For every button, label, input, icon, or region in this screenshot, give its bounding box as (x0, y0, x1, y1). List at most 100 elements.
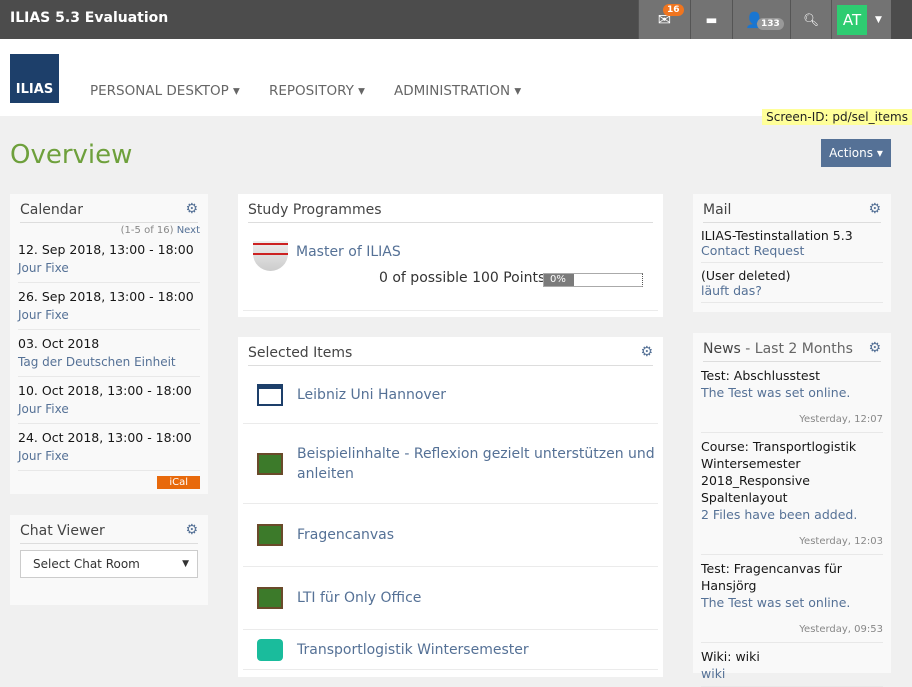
chat-room-select[interactable]: Select Chat Room ▼ (20, 550, 198, 578)
nav-repository[interactable]: REPOSITORY ▾ (269, 83, 365, 99)
event-link[interactable]: Jour Fixe (18, 308, 69, 322)
app-title: ILIAS 5.3 Evaluation (10, 10, 169, 26)
screen-id: Screen-ID: pd/sel_items (762, 109, 912, 125)
study-programmes-panel: Study Programmes Master of ILIAS 0 of po… (238, 194, 663, 317)
news-text[interactable]: 2 Files have been added. (701, 507, 858, 522)
gear-icon[interactable]: ⚙ (868, 201, 881, 217)
gear-icon[interactable]: ⚙ (185, 201, 198, 217)
calendar-event: 12. Sep 2018, 13:00 - 18:00 Jour Fixe (18, 236, 200, 283)
chat-panel: Chat Viewer ⚙ Select Chat Room ▼ (10, 515, 208, 605)
mail-sender: (User deleted) (701, 268, 791, 283)
event-date: 26. Sep 2018, 13:00 - 18:00 (18, 289, 194, 304)
panel-title: Calendar (20, 202, 83, 218)
caret-down-icon: ▼ (182, 559, 189, 569)
panel-title: Chat Viewer (20, 523, 105, 539)
caret-down-icon: ▼ (875, 14, 882, 25)
blackboard-icon (257, 587, 283, 609)
shield-icon (253, 237, 288, 271)
blackboard-icon (257, 524, 283, 546)
calendar-header: Calendar ⚙ (20, 194, 198, 223)
mail-button[interactable]: ✉ 16 (638, 0, 690, 39)
search-icon: 🔍︎ (803, 11, 819, 27)
calendar-event: 10. Oct 2018, 13:00 - 18:00 Jour Fixe (18, 377, 200, 424)
chat-bubble-icon: ▬ (705, 12, 718, 27)
progress-fill: 0% (544, 274, 574, 286)
selected-items-panel: Selected Items ⚙ Leibniz Uni Hannover Beis… (238, 337, 663, 677)
list-item[interactable]: Leibniz Uni Hannover (243, 366, 658, 424)
panel-title: Study Programmes (248, 202, 382, 218)
gear-icon[interactable]: ⚙ (185, 522, 198, 538)
news-text[interactable]: The Test was set online. (701, 385, 851, 400)
news-item[interactable]: Test: Fragencanvas für Hansjörg The Test … (701, 555, 883, 643)
chat-button[interactable]: ▬ (690, 0, 732, 39)
event-date: 03. Oct 2018 (18, 336, 100, 351)
mail-count-badge: 16 (663, 4, 684, 16)
calendar-event: 26. Sep 2018, 13:00 - 18:00 Jour Fixe (18, 283, 200, 330)
event-link[interactable]: Tag der Deutschen Einheit (18, 355, 176, 369)
select-label: Select Chat Room (33, 557, 140, 571)
calendar-event: 24. Oct 2018, 13:00 - 18:00 Jour Fixe (18, 424, 200, 471)
next-link[interactable]: Next (176, 225, 200, 236)
news-time: Yesterday, 12:03 (799, 536, 883, 547)
list-item[interactable]: LTI für Only Office (243, 567, 658, 630)
points-text: 0 of possible 100 Points (379, 270, 546, 286)
progress-bar: 0% (543, 273, 643, 287)
news-heading: Wiki: wiki (701, 649, 760, 664)
users-count-badge: 133 (757, 18, 784, 30)
nav-personal-desktop[interactable]: PERSONAL DESKTOP ▾ (90, 83, 240, 99)
list-item[interactable]: Transportlogistik Wintersemester (243, 630, 658, 670)
item-link[interactable]: Beispielinhalte - Reflexion gezielt unte… (297, 445, 655, 482)
item-link[interactable]: LTI für Only Office (297, 590, 422, 606)
mail-item[interactable]: ILIAS-Testinstallation 5.3 Contact Reques… (701, 223, 883, 263)
news-heading: Course: Transportlogistik Wintersemester… (701, 439, 857, 505)
pager-range: (1-5 of 16) (120, 225, 174, 236)
news-heading: Test: Abschlusstest (701, 368, 821, 383)
mail-header: Mail ⚙ (703, 194, 881, 223)
calendar-panel: Calendar ⚙ (1-5 of 16) Next 12. Sep 2018,… (10, 194, 208, 494)
nav-label: REPOSITORY (269, 83, 354, 99)
event-link[interactable]: Jour Fixe (18, 402, 69, 416)
news-header: News - Last 2 Months ⚙ (703, 333, 881, 362)
search-button[interactable]: 🔍︎ (790, 0, 831, 39)
chat-header: Chat Viewer ⚙ (20, 515, 198, 544)
main-header: ILIAS PERSONAL DESKTOP ▾ REPOSITORY ▾ AD… (0, 39, 912, 125)
item-link[interactable]: Transportlogistik Wintersemester (297, 641, 529, 658)
list-item[interactable]: Fragencanvas (243, 504, 658, 567)
news-item[interactable]: Test: Abschlusstest The Test was set onli… (701, 362, 883, 433)
programme-link[interactable]: Master of ILIAS (296, 244, 401, 260)
mail-subject[interactable]: läuft das? (701, 283, 762, 298)
item-link[interactable]: Fragencanvas (297, 527, 395, 543)
top-bar: ILIAS 5.3 Evaluation ✉ 16 ▬ 👤 133 🔍︎ AT ▼ (0, 0, 912, 39)
news-item[interactable]: Wiki: wiki wiki (701, 643, 883, 687)
event-link[interactable]: Jour Fixe (18, 449, 69, 463)
event-date: 12. Sep 2018, 13:00 - 18:00 (18, 242, 194, 257)
news-panel: News - Last 2 Months ⚙ Test: Abschlusstes… (693, 333, 891, 687)
selected-header: Selected Items ⚙ (248, 337, 653, 366)
gear-icon[interactable]: ⚙ (640, 344, 653, 360)
news-text[interactable]: The Test was set online. (701, 595, 851, 610)
blackboard-icon (257, 452, 283, 475)
news-time: Yesterday, 09:53 (799, 624, 883, 635)
item-link[interactable]: Leibniz Uni Hannover (297, 386, 447, 403)
list-item[interactable]: Beispielinhalte - Reflexion gezielt unte… (243, 424, 658, 504)
news-text[interactable]: wiki (701, 666, 726, 681)
nav-label: ADMINISTRATION (394, 83, 511, 99)
ilias-logo[interactable]: ILIAS (10, 54, 59, 103)
gear-icon[interactable]: ⚙ (868, 340, 881, 356)
news-item[interactable]: Course: Transportlogistik Wintersemester… (701, 433, 883, 555)
nav-administration[interactable]: ADMINISTRATION ▾ (394, 83, 522, 99)
user-menu[interactable]: AT ▼ (831, 0, 891, 39)
calendar-pager: (1-5 of 16) Next (18, 225, 200, 236)
news-heading: Test: Fragencanvas für Hansjörg (701, 561, 842, 593)
actions-label: Actions (829, 146, 873, 160)
actions-button[interactable]: Actions ▾ (821, 139, 891, 167)
panel-subtitle: - Last 2 Months (740, 341, 853, 357)
calendar-event: 03. Oct 2018 Tag der Deutschen Einheit (18, 330, 200, 377)
contacts-button[interactable]: 👤 133 (732, 0, 790, 39)
event-link[interactable]: Jour Fixe (18, 261, 69, 275)
mail-sender: ILIAS-Testinstallation 5.3 (701, 228, 853, 243)
ical-button[interactable]: iCal (157, 476, 200, 489)
folder-icon (257, 383, 283, 406)
mail-subject[interactable]: Contact Request (701, 243, 805, 258)
mail-item[interactable]: (User deleted) läuft das? (701, 263, 883, 303)
